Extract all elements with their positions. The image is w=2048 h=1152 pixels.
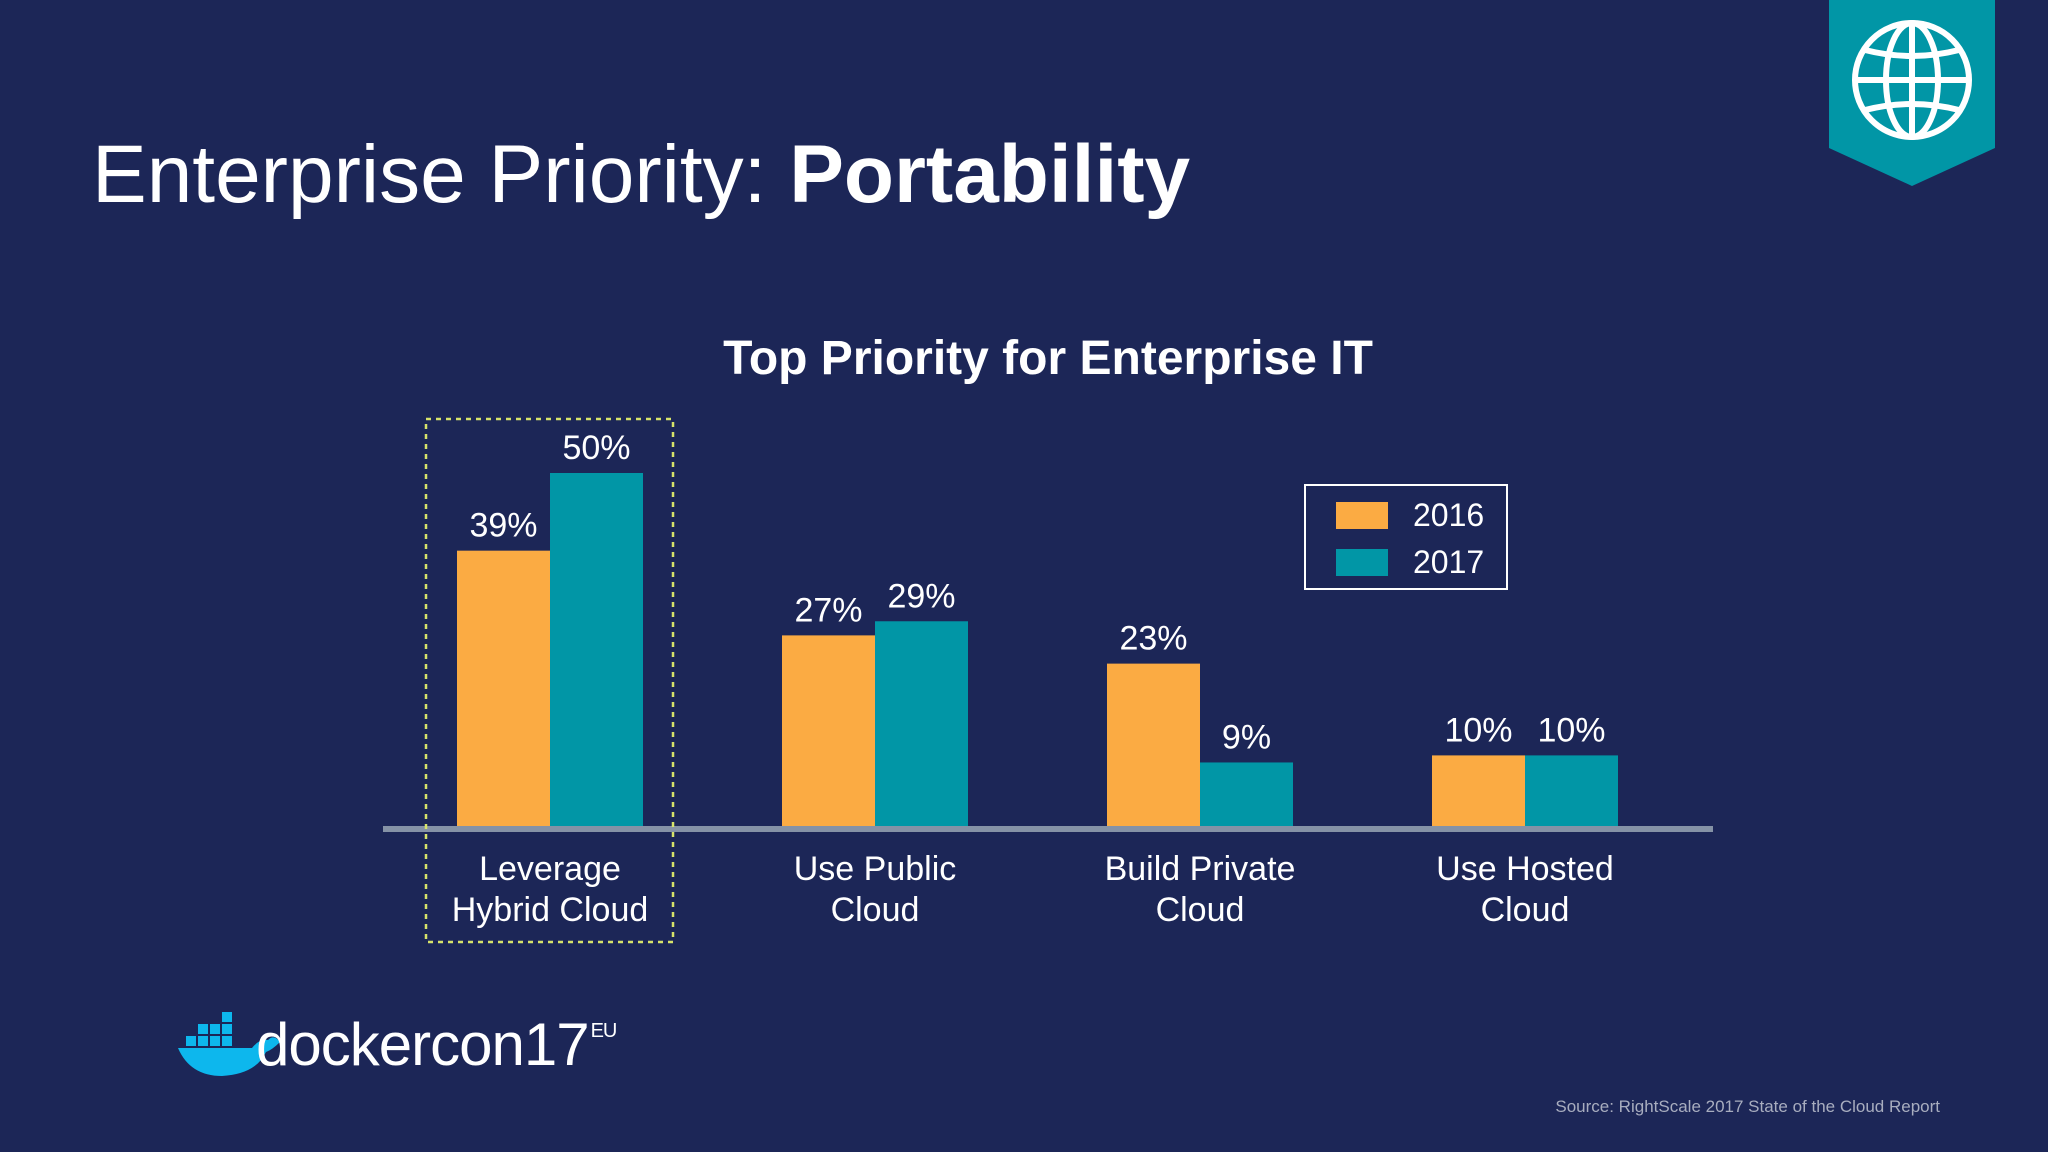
slide-title: Enterprise Priority: Portability xyxy=(92,128,1190,222)
category-label-1-line-0: Use Public xyxy=(794,850,957,888)
docker-whale-icon xyxy=(178,1012,280,1076)
bar-2016-3 xyxy=(1432,755,1525,826)
dockercon-logo: dockercon17 EU xyxy=(256,1010,618,1079)
logo-number: 17 xyxy=(523,1011,590,1078)
category-label-3-line-1: Cloud xyxy=(1481,891,1570,929)
data-label-2017-0: 50% xyxy=(562,429,630,467)
globe-icon xyxy=(1852,20,1972,140)
category-label-3-line-0: Use Hosted xyxy=(1436,850,1614,888)
category-label-0-line-1: Hybrid Cloud xyxy=(452,891,649,929)
data-label-2017-2: 9% xyxy=(1222,718,1271,756)
data-label-2017-3: 10% xyxy=(1537,711,1605,749)
legend-frame xyxy=(1304,484,1508,590)
data-label-2016-0: 39% xyxy=(469,507,537,545)
source-note: Source: RightScale 2017 State of the Clo… xyxy=(1555,1097,1940,1116)
legend-label-2017: 2017 xyxy=(1413,544,1484,580)
legend-swatch-2017 xyxy=(1336,549,1388,576)
category-label-1-line-1: Cloud xyxy=(831,891,920,929)
slide-title-emphasis: Portability xyxy=(789,129,1191,220)
highlight-box xyxy=(424,417,675,944)
category-label-2-line-1: Cloud xyxy=(1156,891,1245,929)
slide-title-prefix: Enterprise Priority: xyxy=(92,129,790,220)
bar-2016-0 xyxy=(457,550,550,826)
bar-2017-3 xyxy=(1525,755,1618,826)
legend-swatch-2016 xyxy=(1336,502,1388,529)
bar-2017-2 xyxy=(1200,762,1293,826)
globe-badge xyxy=(1829,0,1995,186)
category-label-2-line-0: Build Private xyxy=(1105,850,1296,888)
data-labels-group: 39% 50% 27% 29% 23% 9% 10% 10% xyxy=(469,429,1605,756)
chart-title: Top Priority for Enterprise IT xyxy=(723,332,1373,385)
bar-2017-0 xyxy=(550,473,643,826)
logo-text: dockercon xyxy=(256,1011,525,1078)
data-label-2016-2: 23% xyxy=(1119,620,1187,658)
data-label-2016-3: 10% xyxy=(1444,711,1512,749)
data-label-2016-1: 27% xyxy=(794,591,862,629)
legend-label-2016: 2016 xyxy=(1413,497,1484,533)
bars-group xyxy=(457,473,1618,826)
bar-2016-2 xyxy=(1107,663,1200,826)
category-label-0-line-0: Leverage xyxy=(479,850,621,888)
bar-2016-1 xyxy=(782,635,875,826)
data-label-2017-1: 29% xyxy=(887,577,955,615)
logo-suffix: EU xyxy=(590,1020,618,1042)
legend: 2016 2017 xyxy=(1304,484,1508,590)
bar-2017-1 xyxy=(875,621,968,826)
